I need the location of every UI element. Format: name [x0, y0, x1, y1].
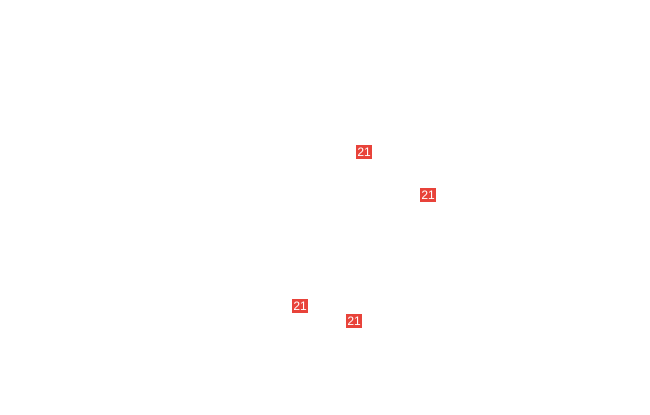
- part-callout-label[interactable]: 21: [346, 314, 362, 328]
- part-callout-label[interactable]: 21: [292, 299, 308, 313]
- part-callout-label[interactable]: 21: [356, 145, 372, 159]
- part-callout-label[interactable]: 21: [420, 188, 436, 202]
